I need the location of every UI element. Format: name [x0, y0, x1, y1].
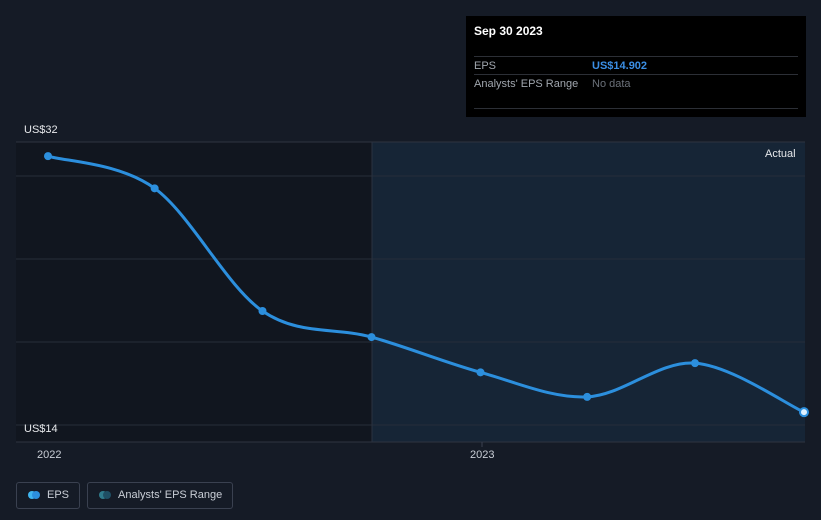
tooltip-date: Sep 30 2023 [474, 24, 543, 38]
x-tick-label-2022: 2022 [37, 449, 62, 461]
legend-eps-swatch-icon [28, 491, 40, 499]
tooltip-row-range: Analysts' EPS Range No data [474, 74, 798, 93]
eps-points [44, 152, 809, 418]
tooltip-panel: Sep 30 2023 EPS US$14.902 Analysts' EPS … [466, 16, 806, 117]
legend-range-label: Analysts' EPS Range [118, 489, 223, 501]
eps-point[interactable] [690, 359, 699, 368]
eps-point[interactable] [799, 407, 809, 418]
legend-eps[interactable]: EPS [16, 482, 81, 509]
y-tick-label-bottom: US$14 [24, 423, 58, 435]
eps-line [47, 154, 805, 414]
eps-point[interactable] [258, 307, 267, 315]
tooltip-row-eps: EPS US$14.902 [474, 56, 798, 75]
tooltip-eps-label: EPS [474, 60, 497, 72]
eps-point[interactable] [367, 333, 376, 342]
eps-point[interactable] [583, 392, 592, 401]
tooltip-range-label: Analysts' EPS Range [474, 78, 579, 90]
eps-point[interactable] [44, 152, 52, 161]
x-tick-label-2023: 2023 [470, 449, 495, 461]
y-tick-label-top: US$32 [24, 124, 58, 136]
gridlines [16, 141, 805, 447]
tooltip-eps-value: US$14.902 [592, 60, 648, 72]
legend-eps-label: EPS [47, 489, 70, 501]
eps-point[interactable] [150, 184, 159, 193]
actual-region [372, 142, 805, 442]
legend-analysts-eps-range[interactable]: Analysts' EPS Range [87, 482, 234, 509]
legend-range-swatch-icon [99, 491, 111, 499]
tooltip-divider [474, 108, 798, 109]
eps-point[interactable] [476, 368, 485, 377]
past-region [16, 142, 372, 442]
actual-region-label: Actual [765, 148, 796, 160]
tooltip-range-value: No data [592, 78, 631, 90]
